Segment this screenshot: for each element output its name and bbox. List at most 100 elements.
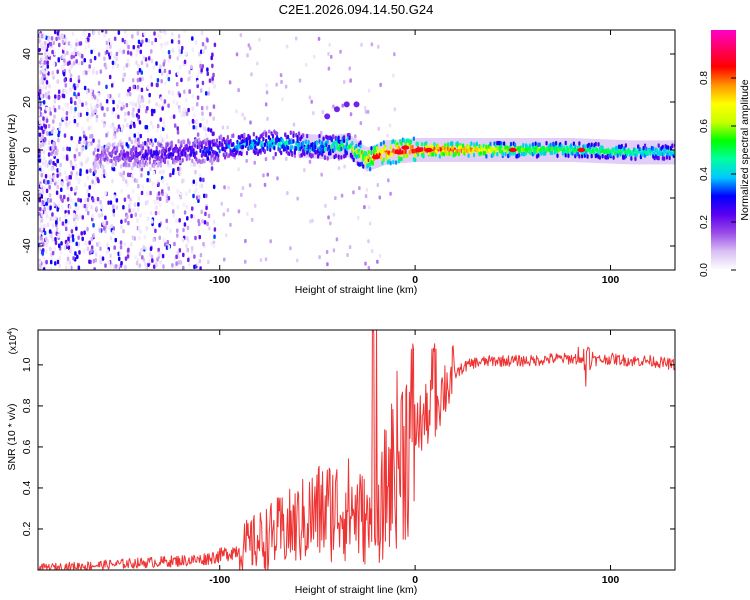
heatmap-cell bbox=[611, 150, 614, 156]
heatmap-cell bbox=[57, 243, 61, 249]
heatmap-cell bbox=[155, 165, 158, 171]
heatmap-cell bbox=[232, 133, 235, 138]
heatmap-cell bbox=[224, 233, 228, 238]
heatmap-cell bbox=[88, 185, 91, 190]
heatmap-cell bbox=[241, 112, 244, 117]
heatmap-cell bbox=[67, 41, 71, 46]
heatmap-cell bbox=[124, 218, 127, 223]
heatmap-cell bbox=[112, 99, 115, 105]
heatmap-cell bbox=[68, 146, 71, 152]
heatmap-cell bbox=[83, 57, 87, 63]
heatmap-cell bbox=[192, 124, 195, 130]
heatmap-cell bbox=[186, 216, 189, 221]
heatmap-cell bbox=[76, 216, 80, 221]
heatmap-cell bbox=[100, 145, 104, 151]
heatmap-cell bbox=[275, 82, 278, 87]
heatmap-cell bbox=[386, 154, 389, 159]
heatmap-cell bbox=[179, 171, 182, 176]
heatmap-cell bbox=[229, 222, 232, 227]
heatmap-cell bbox=[537, 153, 540, 158]
heatmap-cell bbox=[256, 61, 259, 66]
heatmap-cell bbox=[378, 253, 382, 258]
heatmap-cell bbox=[128, 86, 132, 92]
heatmap-cell bbox=[73, 188, 77, 193]
heatmap-cell bbox=[93, 55, 97, 61]
heatmap-cell bbox=[327, 144, 331, 150]
heatmap-cell bbox=[197, 194, 201, 200]
heatmap-cell bbox=[87, 126, 91, 131]
heatmap-cell bbox=[161, 253, 165, 259]
heatmap-cell bbox=[284, 84, 288, 89]
heatmap-cell bbox=[97, 92, 100, 98]
heatmap-cell bbox=[112, 226, 116, 231]
heatmap-cell bbox=[40, 172, 44, 178]
heatmap-cell bbox=[301, 133, 305, 138]
heatmap-cell bbox=[210, 146, 213, 152]
heatmap-cell bbox=[64, 83, 68, 88]
heatmap-cell bbox=[147, 258, 150, 264]
heatmap-cell bbox=[108, 74, 112, 80]
heatmap-cell bbox=[73, 114, 76, 119]
heatmap-cell bbox=[123, 241, 126, 247]
heatmap-cell bbox=[159, 64, 162, 70]
heatmap-cell bbox=[90, 204, 93, 210]
heatmap-cell bbox=[47, 152, 51, 157]
heatmap-cell bbox=[74, 47, 77, 52]
heatmap-cell bbox=[99, 255, 102, 260]
heatmap-cell bbox=[39, 263, 42, 268]
heatmap-cell bbox=[147, 56, 151, 61]
heatmap-cell bbox=[95, 242, 99, 247]
heatmap-cell bbox=[400, 141, 403, 146]
heatmap-cell bbox=[51, 237, 55, 243]
heatmap-cell bbox=[107, 260, 111, 265]
heatmap-cell bbox=[163, 68, 167, 74]
heatmap-cell bbox=[140, 163, 143, 169]
heatmap-cell bbox=[151, 258, 154, 263]
heatmap-cell bbox=[46, 64, 50, 69]
heatmap-cell bbox=[586, 154, 589, 159]
heatmap-cell bbox=[384, 146, 387, 152]
heatmap-cell bbox=[357, 215, 360, 220]
heatmap-cell bbox=[237, 88, 240, 93]
heatmap-cell bbox=[40, 168, 44, 173]
heatmap-cell bbox=[53, 99, 57, 104]
heatmap-cell bbox=[49, 198, 53, 203]
heatmap-cell bbox=[149, 210, 153, 216]
heatmap-cell bbox=[276, 176, 279, 181]
heatmap-cell bbox=[359, 144, 362, 149]
heatmap-cell bbox=[62, 146, 65, 152]
heatmap-cell bbox=[47, 37, 50, 43]
heatmap-cell bbox=[178, 159, 182, 164]
heatmap-cell bbox=[86, 197, 90, 203]
heatmap-cell bbox=[133, 207, 136, 213]
heatmap-cell bbox=[93, 181, 97, 186]
heatmap-cell bbox=[45, 130, 49, 136]
heatmap-cell bbox=[301, 133, 304, 158]
heatmap-cell bbox=[79, 112, 82, 118]
heatmap-cell bbox=[50, 36, 54, 41]
heatmap-cell bbox=[144, 57, 148, 62]
heatmap-cell bbox=[68, 120, 71, 126]
heatmap-cell bbox=[42, 100, 46, 105]
heatmap-cell bbox=[112, 55, 116, 60]
heatmap-cell bbox=[41, 142, 45, 147]
heatmap-cell bbox=[142, 55, 146, 60]
heatmap-cell bbox=[110, 223, 114, 229]
heatmap-cell bbox=[210, 241, 213, 246]
heatmap-cell bbox=[94, 105, 97, 110]
heatmap-cell bbox=[368, 205, 371, 210]
heatmap-cell bbox=[38, 102, 41, 107]
heatmap-cell bbox=[41, 112, 45, 118]
heatmap-cell bbox=[130, 120, 134, 126]
heatmap-cell bbox=[39, 143, 43, 148]
heatmap-cell bbox=[84, 145, 88, 150]
heatmap-cell bbox=[75, 226, 78, 231]
heatmap-cell bbox=[167, 50, 171, 55]
heatmap-cell bbox=[124, 179, 128, 184]
heatmap-cell bbox=[388, 123, 392, 128]
heatmap-cell bbox=[264, 257, 268, 262]
y-tick-label: 0.4 bbox=[21, 480, 33, 495]
heatmap-cell bbox=[191, 158, 194, 164]
heatmap-cell bbox=[201, 219, 204, 224]
spectrogram-y-axis: -40 -20 0 20 40 bbox=[21, 48, 675, 254]
